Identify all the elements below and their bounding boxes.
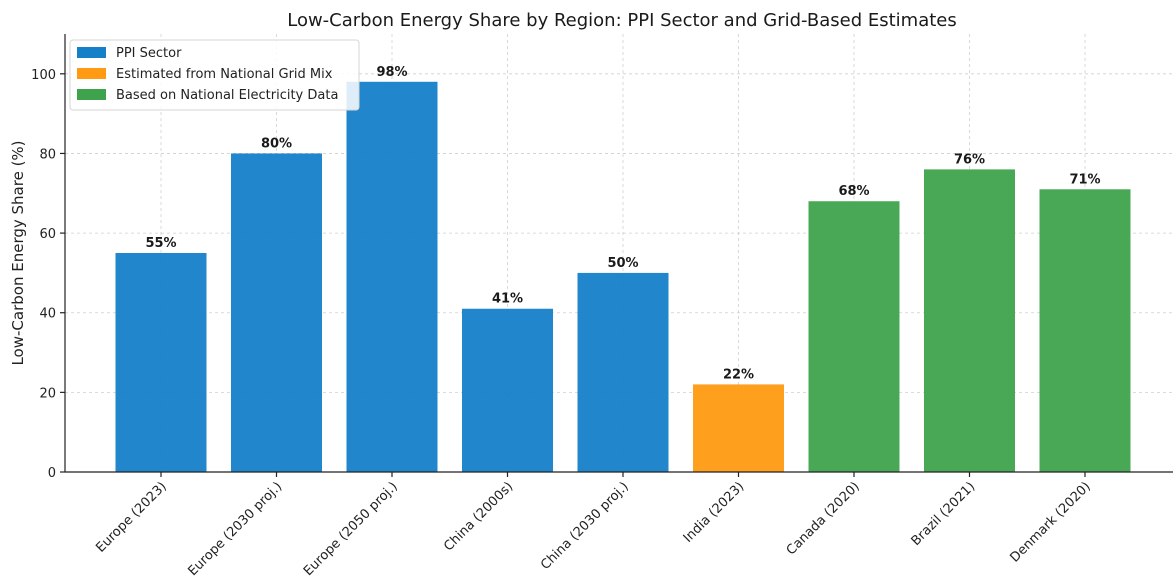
legend: PPI Sector Estimated from National Grid M… [69, 39, 360, 111]
y-tick-label: 20 [39, 386, 56, 401]
bar [346, 81, 438, 473]
y-tick-label: 0 [48, 466, 56, 481]
data-label: 22% [723, 367, 754, 382]
legend-entry: PPI Sector [116, 46, 182, 61]
x-tick-label: Europe (2050 proj.) [301, 479, 401, 579]
y-ticks: 0 20 40 60 80 100 [31, 68, 65, 481]
data-label: 55% [145, 236, 176, 251]
bar [231, 153, 322, 473]
x-tick-label: Canada (2020) [784, 479, 863, 558]
y-tick-label: 60 [39, 227, 56, 242]
bar [924, 169, 1015, 472]
legend-swatch [77, 47, 106, 58]
bar [462, 308, 553, 472]
bar [1039, 189, 1131, 473]
bars [115, 81, 1131, 473]
y-tick-label: 100 [31, 68, 56, 83]
x-tick-label: Brazil (2021) [909, 479, 979, 549]
legend-swatch [77, 89, 106, 100]
x-tick-label: China (2030 proj.) [538, 479, 632, 573]
data-label: 68% [838, 184, 869, 199]
bar [808, 201, 900, 472]
y-axis-label: Low-Carbon Energy Share (%) [9, 140, 27, 365]
data-label: 41% [492, 292, 523, 307]
x-tick-label: China (2000s) [441, 479, 516, 554]
data-label: 80% [261, 136, 292, 151]
bar [115, 253, 207, 472]
x-tick-label: Europe (2030 proj.) [185, 479, 285, 579]
x-tick-label: India (2023) [681, 479, 748, 546]
y-tick-label: 80 [39, 147, 56, 162]
data-label: 50% [607, 256, 638, 271]
legend-entry: Based on National Electricity Data [116, 88, 338, 103]
axes [64, 34, 1173, 473]
data-label: 71% [1069, 172, 1100, 187]
data-label: 76% [954, 152, 985, 167]
chart-title: Low-Carbon Energy Share by Region: PPI S… [287, 10, 957, 31]
x-tick-label: Europe (2023) [93, 479, 169, 555]
y-tick-label: 40 [39, 307, 56, 322]
x-ticks: Europe (2023) Europe (2030 proj.) Europe (… [93, 472, 1094, 579]
data-labels: 55% 80% 98% 41% 50% 22% 68% 76% 71% [145, 65, 1100, 383]
bar [693, 384, 784, 472]
x-tick-label: Denmark (2020) [1007, 479, 1093, 565]
legend-swatch [77, 68, 106, 79]
legend-frame [69, 39, 360, 111]
bar [577, 272, 669, 472]
data-label: 98% [376, 65, 407, 80]
legend-entry: Estimated from National Grid Mix [116, 67, 333, 82]
